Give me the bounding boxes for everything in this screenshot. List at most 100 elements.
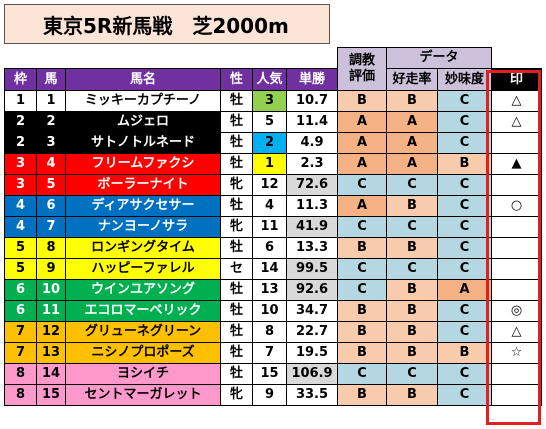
- cell-waku: 2: [4, 111, 37, 133]
- header-spacer-right: [491, 47, 542, 69]
- cell-chokyo: A: [337, 132, 387, 154]
- cell-odds: 106.9: [286, 363, 338, 385]
- cell-odds: 11.4: [286, 111, 338, 133]
- cell-uma: 15: [36, 384, 66, 406]
- cell-odds: 10.7: [286, 90, 338, 112]
- cell-uma: 5: [36, 174, 66, 196]
- cell-kousou: B: [386, 321, 438, 343]
- cell-odds: 34.7: [286, 300, 338, 322]
- cell-name: ナンヨーノサラ: [65, 216, 221, 238]
- cell-name: サトノトルネード: [65, 132, 221, 154]
- cell-kousou: B: [386, 237, 438, 259]
- cell-chokyo: B: [337, 342, 387, 364]
- table-row: 5 9 ハッピーファレルセ 14 99.5 C C C: [4, 258, 542, 280]
- cell-pop: 15: [252, 363, 287, 385]
- cell-pop: 14: [252, 258, 287, 280]
- cell-kousou: B: [386, 279, 438, 301]
- cell-sex: 牝: [220, 174, 253, 196]
- cell-mark: ▲: [491, 153, 542, 175]
- cell-myomi: C: [437, 363, 492, 385]
- cell-uma: 14: [36, 363, 66, 385]
- cell-mark: ☆: [491, 342, 542, 364]
- cell-odds: 19.5: [286, 342, 338, 364]
- table-row: 3 5 ボーラーナイト牝 12 72.6 C C C: [4, 174, 542, 196]
- cell-uma: 7: [36, 216, 66, 238]
- cell-name: ヨシイチ: [65, 363, 221, 385]
- cell-sex: 牝: [220, 384, 253, 406]
- cell-odds: 11.3: [286, 195, 338, 217]
- cell-myomi: C: [437, 237, 492, 259]
- header-sex: 性: [220, 68, 253, 91]
- header-odds: 単勝: [286, 68, 338, 91]
- cell-kousou: B: [386, 90, 438, 112]
- cell-myomi: C: [437, 132, 492, 154]
- table-row: 6 11 エコロマーベリック牡 10 34.7 B B C ◎: [4, 300, 542, 322]
- cell-sex: 牡: [220, 342, 253, 364]
- cell-pop: 10: [252, 300, 287, 322]
- cell-sex: 牡: [220, 321, 253, 343]
- table-row: 4 6 ディアサクセサー牡 4 11.3 A B C ○: [4, 195, 542, 217]
- cell-waku: 2: [4, 132, 37, 154]
- cell-mark: [491, 384, 542, 406]
- cell-sex: 牡: [220, 300, 253, 322]
- cell-mark: ○: [491, 195, 542, 217]
- cell-waku: 8: [4, 384, 37, 406]
- cell-waku: 7: [4, 342, 37, 364]
- cell-mark: △: [491, 321, 542, 343]
- header-myomi: 妙味度: [437, 68, 492, 91]
- cell-pop: 7: [252, 342, 287, 364]
- cell-odds: 33.5: [286, 384, 338, 406]
- cell-uma: 4: [36, 153, 66, 175]
- header-mark: 印: [491, 68, 542, 91]
- header-spacer: [4, 47, 338, 69]
- table-row: 2 2 ムジェロ牡 5 11.4 A A C △: [4, 111, 542, 133]
- race-table: 調教 評価 データ 枠 馬 馬名 性 人気 単勝 好走率 妙味度 印 1 1 ミッキ…: [4, 47, 542, 406]
- cell-sex: 牡: [220, 111, 253, 133]
- cell-odds: 41.9: [286, 216, 338, 238]
- cell-pop: 5: [252, 111, 287, 133]
- cell-odds: 99.5: [286, 258, 338, 280]
- cell-kousou: B: [386, 300, 438, 322]
- cell-odds: 92.6: [286, 279, 338, 301]
- cell-myomi: C: [437, 195, 492, 217]
- table-row: 7 13 ニシノプロポーズ牡 7 19.5 B B B ☆: [4, 342, 542, 364]
- cell-kousou: B: [386, 384, 438, 406]
- cell-waku: 7: [4, 321, 37, 343]
- cell-myomi: C: [437, 216, 492, 238]
- cell-myomi: C: [437, 384, 492, 406]
- cell-name: ウインユアソング: [65, 279, 221, 301]
- cell-odds: 13.3: [286, 237, 338, 259]
- cell-sex: 牡: [220, 363, 253, 385]
- cell-waku: 6: [4, 279, 37, 301]
- cell-kousou: C: [386, 363, 438, 385]
- cell-chokyo: B: [337, 90, 387, 112]
- table-row: 4 7 ナンヨーノサラ牝 11 41.9 C C C: [4, 216, 542, 238]
- cell-uma: 8: [36, 237, 66, 259]
- cell-odds: 72.6: [286, 174, 338, 196]
- cell-mark: [491, 258, 542, 280]
- cell-pop: 3: [252, 90, 287, 112]
- header-chokyo-bottom: 評価: [348, 69, 375, 84]
- cell-chokyo: A: [337, 153, 387, 175]
- cell-mark: [491, 216, 542, 238]
- cell-waku: 6: [4, 300, 37, 322]
- cell-myomi: B: [437, 153, 492, 175]
- cell-mark: [491, 279, 542, 301]
- cell-chokyo: A: [337, 111, 387, 133]
- header-popularity: 人気: [252, 68, 287, 91]
- cell-sex: 牡: [220, 279, 253, 301]
- table-row: 5 8 ロンギングタイム牡 6 13.3 B B C: [4, 237, 542, 259]
- cell-myomi: C: [437, 90, 492, 112]
- cell-chokyo: A: [337, 195, 387, 217]
- cell-kousou: B: [386, 195, 438, 217]
- cell-waku: 3: [4, 153, 37, 175]
- cell-pop: 9: [252, 384, 287, 406]
- cell-sex: 牡: [220, 237, 253, 259]
- cell-sex: 牡: [220, 195, 253, 217]
- cell-pop: 1: [252, 153, 287, 175]
- cell-uma: 3: [36, 132, 66, 154]
- table-row: 3 4 フリームファクシ牡 1 2.3 A A B ▲: [4, 153, 542, 175]
- cell-name: セントマーガレット: [65, 384, 221, 406]
- cell-myomi: C: [437, 174, 492, 196]
- cell-pop: 12: [252, 174, 287, 196]
